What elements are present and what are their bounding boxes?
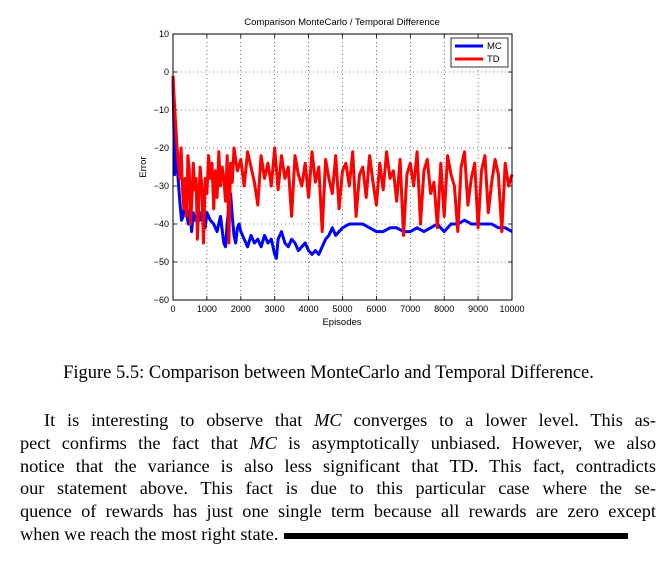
paragraph-line-3: notice that the variance is also less si… — [20, 455, 656, 476]
x-tick-label: 5000 — [332, 304, 352, 314]
line-2-math-mc: MC — [249, 432, 277, 453]
end-of-proof-bar — [284, 532, 629, 539]
legend-mc-label: MC — [487, 41, 502, 52]
axis-ticks: 0 1000 2000 3000 4000 5000 6000 7000 8000 9000 100… — [154, 29, 525, 314]
x-tick-label: 4000 — [299, 304, 319, 314]
legend-td-label: TD — [487, 54, 500, 65]
y-tick-label: −60 — [154, 295, 169, 305]
y-tick-label: −20 — [154, 143, 169, 153]
comparison-line-chart: 0 1000 2000 3000 4000 5000 6000 7000 8000 9000 100… — [138, 17, 525, 328]
x-tick-label: 1000 — [197, 304, 217, 314]
paragraph-line-6: when we reach the most right state. — [20, 523, 656, 546]
line-1-math-mc: MC — [314, 410, 342, 430]
line-6-text: when we reach the most right state. — [20, 523, 279, 544]
x-tick-label: 2000 — [231, 304, 251, 314]
paragraph-line-5: quence of rewards has just one single te… — [20, 501, 656, 522]
x-tick-label: 6000 — [366, 304, 386, 314]
line-2-text-a: pect confirms the fact that — [20, 432, 250, 453]
x-tick-label: 3000 — [265, 304, 285, 314]
x-axis-label: Episodes — [322, 317, 361, 328]
line-2-text-b: is asymptotically unbiased. However, we … — [276, 432, 656, 453]
y-tick-label: −10 — [154, 105, 169, 115]
data-series — [171, 75, 514, 260]
legend-box — [450, 37, 509, 68]
x-tick-label: 9000 — [468, 304, 488, 314]
y-tick-label: −50 — [154, 257, 169, 267]
chart-title: Comparison MonteCarlo / Temporal Differe… — [244, 17, 440, 28]
plot-frame — [172, 33, 513, 301]
y-tick-label: −40 — [154, 219, 169, 229]
legend: MC TD — [450, 37, 509, 68]
figure-caption: Figure 5.5: Comparison between MonteCarl… — [63, 363, 594, 383]
x-tick-label: 8000 — [434, 304, 454, 314]
body-paragraph: It is interesting to observe that MC con… — [20, 409, 656, 546]
paragraph-line-4: our statement above. This fact is due to… — [20, 478, 656, 499]
line-1-text-a: It is interesting to observe that — [44, 410, 315, 430]
y-tick-label: −30 — [154, 181, 169, 191]
x-tick-label: 0 — [170, 304, 175, 314]
series-line-td — [171, 75, 514, 245]
paragraph-line-2: pect confirms the fact that MC is asympt… — [20, 432, 656, 455]
y-tick-label: 0 — [164, 67, 169, 77]
x-tick-label: 7000 — [400, 304, 420, 314]
paragraph-line-1: It is interesting to observe that MC con… — [20, 409, 656, 432]
y-axis-label: Error — [138, 156, 149, 177]
line-1-text-b: converges to a lower level. This as- — [341, 410, 656, 430]
x-tick-label: 10000 — [499, 304, 524, 314]
y-tick-label: 10 — [159, 29, 169, 39]
